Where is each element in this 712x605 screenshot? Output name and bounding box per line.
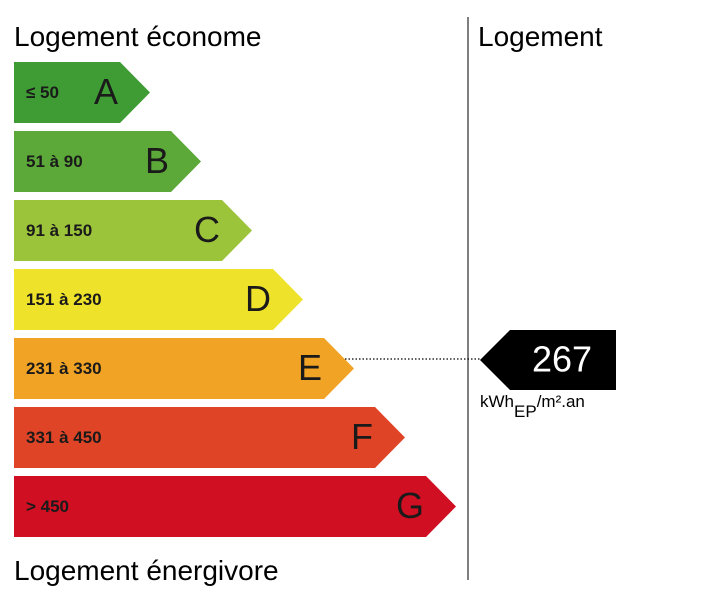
class-bar [14, 62, 150, 123]
class-range: 331 à 450 [26, 428, 102, 447]
indicator-unit: kWhEP/m².an [480, 392, 585, 421]
class-bar [14, 131, 201, 192]
header-right-title: Logement [478, 21, 603, 52]
class-range: 91 à 150 [26, 221, 92, 240]
class-bar [14, 200, 252, 261]
class-letter: C [194, 209, 220, 250]
footer-title: Logement énergivore [14, 555, 279, 586]
class-range: 51 à 90 [26, 152, 83, 171]
class-range: > 450 [26, 497, 69, 516]
indicator-arrow [480, 330, 616, 390]
unit-main: kWh [480, 392, 514, 411]
class-letter: F [351, 416, 373, 457]
unit-sub: EP [514, 402, 537, 421]
class-bar [14, 476, 456, 537]
class-bar [14, 269, 303, 330]
class-range: 151 à 230 [26, 290, 102, 309]
class-bar [14, 338, 354, 399]
class-letter: B [145, 140, 169, 181]
unit-rest: /m².an [537, 392, 585, 411]
class-range: 231 à 330 [26, 359, 102, 378]
class-letter: E [298, 347, 322, 388]
class-bars: ≤ 50 A 51 à 90 B 91 à 150 C 151 à 230 D 231 à 33… [14, 62, 456, 537]
header-left-title: Logement économe [14, 21, 262, 52]
indicator-value: 267 [532, 339, 592, 380]
class-range: ≤ 50 [26, 83, 59, 102]
class-letter: G [396, 485, 424, 526]
class-letter: A [94, 71, 118, 112]
class-bar [14, 407, 405, 468]
class-letter: D [245, 278, 271, 319]
